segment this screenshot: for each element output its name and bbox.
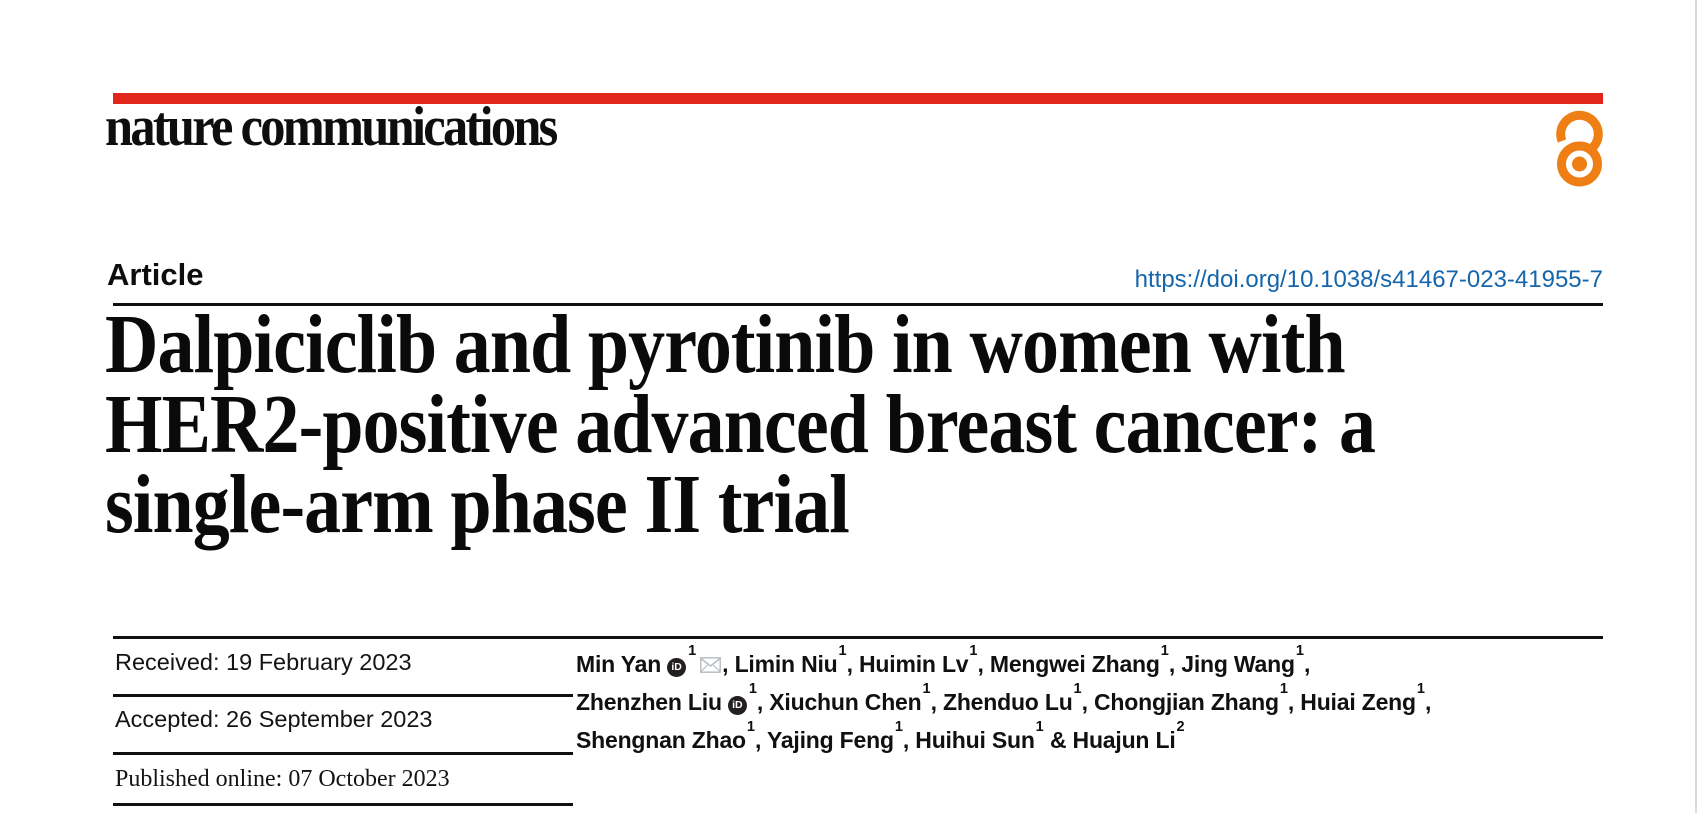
affiliation-superscript: 1 xyxy=(894,719,903,736)
author-name: Yajing Feng1 xyxy=(766,719,903,753)
affiliation-superscript: 2 xyxy=(1176,719,1185,736)
history-divider-3 xyxy=(113,803,573,806)
affiliation-superscript: 1 xyxy=(1160,643,1169,660)
affiliation-superscript: 1 xyxy=(1279,681,1288,698)
affiliation-superscript: 1 xyxy=(1073,681,1082,698)
published-date-row: Published online: 07 October 2023 xyxy=(115,766,450,792)
author-name: Chongjian Zhang1 xyxy=(1094,681,1288,715)
journal-brand-bar xyxy=(113,93,1603,104)
author-name: Huimin Lv1 xyxy=(859,643,978,677)
affiliation-superscript: 1 xyxy=(688,643,697,660)
affiliation-superscript: 1 xyxy=(1295,643,1304,660)
author-name: Shengnan Zhao1 xyxy=(576,719,755,753)
author-name: Huiai Zeng1 xyxy=(1300,681,1425,715)
author-name: Huajun Li2 xyxy=(1072,719,1185,753)
accepted-value: 26 September 2023 xyxy=(226,706,433,732)
published-value: 07 October 2023 xyxy=(288,766,450,792)
article-title-line-1: Dalpiciclib and pyrotinib in women with xyxy=(105,298,1346,391)
affiliation-superscript: 1 xyxy=(969,643,978,660)
accepted-date-row: Accepted: 26 September 2023 xyxy=(115,706,432,732)
author-name: Xiuchun Chen1 xyxy=(769,681,931,715)
received-label: Received: xyxy=(115,649,220,675)
author-line: Min Yan iD1, Limin Niu1, Huimin Lv1, Meng… xyxy=(576,643,1591,683)
published-label: Published online: xyxy=(115,766,283,792)
author-name: Huihui Sun1 xyxy=(915,719,1044,753)
article-title-line-2: HER2-positive advanced breast cancer: a xyxy=(105,378,1376,471)
affiliation-superscript: 1 xyxy=(838,643,847,660)
article-type-label: Article xyxy=(107,257,204,292)
affiliation-superscript: 1 xyxy=(922,681,931,698)
author-line: Shengnan Zhao1, Yajing Feng1, Huihui Sun… xyxy=(576,719,1185,753)
author-list: Min Yan iD1, Limin Niu1, Huimin Lv1, Meng… xyxy=(576,643,1591,759)
author-name: Jing Wang1 xyxy=(1181,643,1304,677)
accepted-label: Accepted: xyxy=(115,706,220,732)
envelope-icon[interactable] xyxy=(700,646,722,684)
metadata-top-divider xyxy=(113,636,1603,639)
author-line: Zhenzhen Liu iD1, Xiuchun Chen1, Zhenduo … xyxy=(576,681,1432,715)
affiliation-superscript: 1 xyxy=(1035,719,1044,736)
doi-link[interactable]: https://doi.org/10.1038/s41467-023-41955… xyxy=(1134,266,1603,293)
affiliation-superscript: 1 xyxy=(1416,681,1425,698)
author-name: Zhenzhen Liu iD1 xyxy=(576,681,757,715)
author-name: Zhenduo Lu1 xyxy=(942,681,1082,715)
author-name: Min Yan iD1 xyxy=(576,644,722,677)
open-access-icon xyxy=(1556,110,1603,187)
orcid-icon[interactable]: iD xyxy=(667,658,687,677)
author-name: Limin Niu1 xyxy=(734,643,847,677)
received-date-row: Received: 19 February 2023 xyxy=(115,649,412,675)
header-divider xyxy=(113,303,1603,306)
author-name: Mengwei Zhang1 xyxy=(989,643,1169,677)
history-divider-1 xyxy=(113,694,573,697)
page-edge-divider xyxy=(1695,0,1697,813)
article-title-line-3: single-arm phase II trial xyxy=(105,458,850,551)
affiliation-superscript: 1 xyxy=(748,681,757,698)
journal-logo: nature communications xyxy=(105,96,558,158)
affiliation-superscript: 1 xyxy=(746,719,755,736)
received-value: 19 February 2023 xyxy=(226,649,412,675)
orcid-icon[interactable]: iD xyxy=(727,696,747,715)
history-divider-2 xyxy=(113,752,573,755)
article-title: Dalpiciclib and pyrotinib in women with … xyxy=(105,298,1601,551)
